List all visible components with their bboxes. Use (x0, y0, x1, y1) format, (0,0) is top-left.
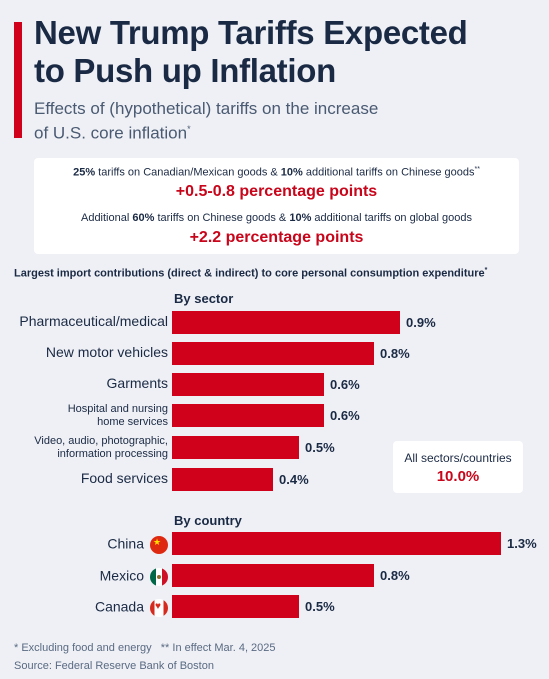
subtitle-footnote-mark: * (187, 124, 191, 134)
category-label: Pharmaceutical/medical (19, 313, 168, 329)
category-label-text: Mexico (99, 567, 144, 584)
bar-value-label: 0.9% (406, 315, 436, 330)
scenario-2-text-part: 60% (132, 212, 155, 224)
scenario-1-text-part: 25% (73, 166, 96, 179)
canada-flag-icon: ♥ (150, 599, 168, 617)
bar-value-label: 0.6% (330, 377, 360, 392)
category-label-text: China (107, 535, 144, 552)
mexico-flag-icon (150, 568, 168, 586)
bar-country-1 (172, 564, 374, 587)
bar-sector-1 (172, 342, 374, 365)
subtitle-line-2: of U.S. core inflation* (34, 119, 534, 144)
bar-value-label: 0.6% (330, 408, 360, 423)
scenario-2-text-part: tariffs on Chinese goods & (154, 212, 290, 224)
title-accent-bar (14, 22, 22, 138)
bar-sector-5 (172, 468, 273, 491)
category-label-text: Video, audio, photographic, (34, 435, 168, 447)
scenario-2-value: +2.2 percentage points (189, 229, 364, 246)
category-label-text: Food services (80, 470, 168, 486)
scenario-2-description: Additional 60% tariffs on Chinese goods … (34, 212, 519, 224)
category-label: Garments (106, 375, 168, 391)
source: Source: Federal Reserve Bank of Boston (14, 660, 214, 672)
scenario-2-text-part: 10% (289, 212, 312, 224)
scenario-1-text-part: 10% (280, 166, 303, 179)
china-flag-icon: ★ (150, 536, 168, 554)
bar-country-2 (172, 595, 299, 618)
chart-title-text: Largest import contributions (direct & i… (14, 267, 485, 280)
category-label: New motor vehicles (45, 344, 168, 360)
category-label-text: Hospital and nursing (67, 403, 168, 415)
bar-sector-0 (172, 311, 400, 334)
scenario-1-footnote-mark: ** (474, 166, 480, 173)
scenario-1-text-part: additional tariffs on Chinese goods (302, 166, 475, 179)
bar-country-0 (172, 532, 501, 555)
bar-value-label: 0.8% (380, 346, 410, 361)
chart-title: Largest import contributions (direct & i… (14, 267, 487, 280)
category-label-text: Garments (106, 375, 168, 391)
category-label-text: Pharmaceutical/medical (19, 313, 168, 329)
all-sectors-label: All sectors/countries (404, 451, 512, 465)
category-label-text: New motor vehicles (45, 344, 168, 360)
subtitle-line-2-text: of U.S. core inflation (34, 123, 188, 143)
category-label-text: information processing (57, 448, 168, 460)
category-label: China ★ (107, 536, 168, 554)
chart-title-footnote-mark: * (484, 267, 488, 274)
category-label: Video, audio, photographic, information p… (34, 435, 168, 461)
title-line-2: to Push up Inflation (34, 52, 336, 89)
category-label: Hospital and nursing home services (68, 403, 168, 429)
scenario-2-text-part: additional tariffs on global goods (311, 212, 472, 224)
category-label-text: home services (97, 416, 168, 428)
bar-value-label: 1.3% (507, 536, 537, 551)
page-subtitle: Effects of (hypothetical) tariffs on the… (34, 98, 534, 144)
category-label: Mexico (100, 568, 168, 586)
country-group-label: By country (174, 513, 242, 528)
sector-group-label: By sector (174, 291, 234, 306)
title-line-1: New Trump Tariffs Expected (34, 14, 468, 51)
bar-value-label: 0.5% (305, 440, 335, 455)
footnote: * Excluding food and energy ** In effect… (14, 642, 276, 654)
bar-value-label: 0.4% (279, 472, 309, 487)
bar-sector-4 (172, 436, 299, 459)
scenario-1-description: 25% tariffs on Canadian/Mexican goods & … (34, 166, 519, 179)
scenario-1-value: +0.5-0.8 percentage points (175, 183, 378, 200)
category-label: Food services (80, 470, 168, 486)
category-label: Canada ♥ (95, 599, 168, 617)
category-label-text: Canada (94, 598, 144, 615)
bar-sector-2 (172, 373, 324, 396)
bar-sector-3 (172, 404, 324, 427)
scenario-box: 25% tariffs on Canadian/Mexican goods & … (34, 158, 519, 254)
all-sectors-box: All sectors/countries 10.0% (393, 441, 523, 493)
scenario-1-text-part: tariffs on Canadian/Mexican goods & (95, 166, 281, 179)
bar-value-label: 0.5% (305, 599, 335, 614)
page-title: New Trump Tariffs Expected to Push up In… (34, 14, 534, 90)
subtitle-line-1: Effects of (hypothetical) tariffs on the… (34, 99, 379, 118)
scenario-2-text-part: Additional (80, 212, 133, 224)
all-sectors-value: 10.0% (436, 468, 480, 485)
bar-value-label: 0.8% (380, 568, 410, 583)
